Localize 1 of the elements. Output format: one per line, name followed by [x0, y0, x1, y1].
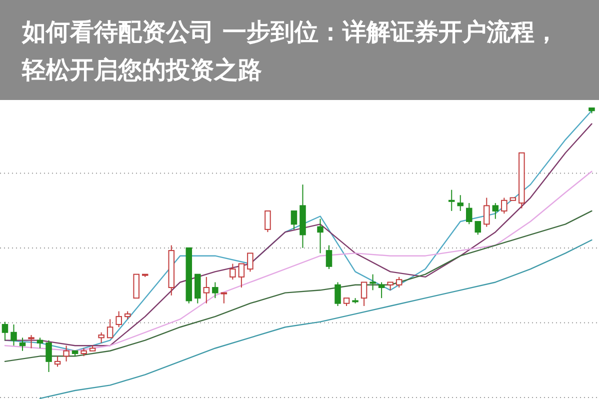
chart-title: 如何看待配资公司 一步到位：详解证券开户流程，轻松开启您的投资之路	[21, 18, 558, 84]
